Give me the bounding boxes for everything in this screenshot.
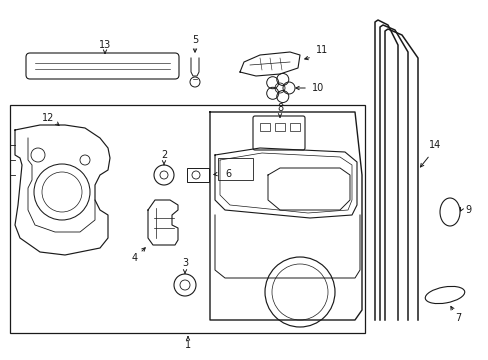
Bar (289, 123, 299, 131)
Text: 11: 11 (315, 45, 327, 55)
Text: 9: 9 (464, 205, 470, 215)
Text: 13: 13 (99, 40, 111, 50)
Text: 4: 4 (132, 253, 138, 263)
Text: 6: 6 (224, 169, 231, 179)
Text: 1: 1 (184, 340, 191, 350)
Text: 14: 14 (428, 140, 440, 150)
Bar (186, 168, 208, 182)
Text: 2: 2 (161, 150, 167, 160)
Bar (218, 158, 252, 180)
Text: 5: 5 (191, 35, 198, 45)
Bar (274, 123, 285, 131)
Bar (260, 123, 269, 131)
Text: 7: 7 (454, 313, 460, 323)
Text: 3: 3 (182, 258, 188, 268)
Text: 8: 8 (276, 103, 283, 113)
Text: 10: 10 (311, 83, 324, 93)
Text: 12: 12 (42, 113, 54, 123)
Bar (10, 105, 364, 333)
